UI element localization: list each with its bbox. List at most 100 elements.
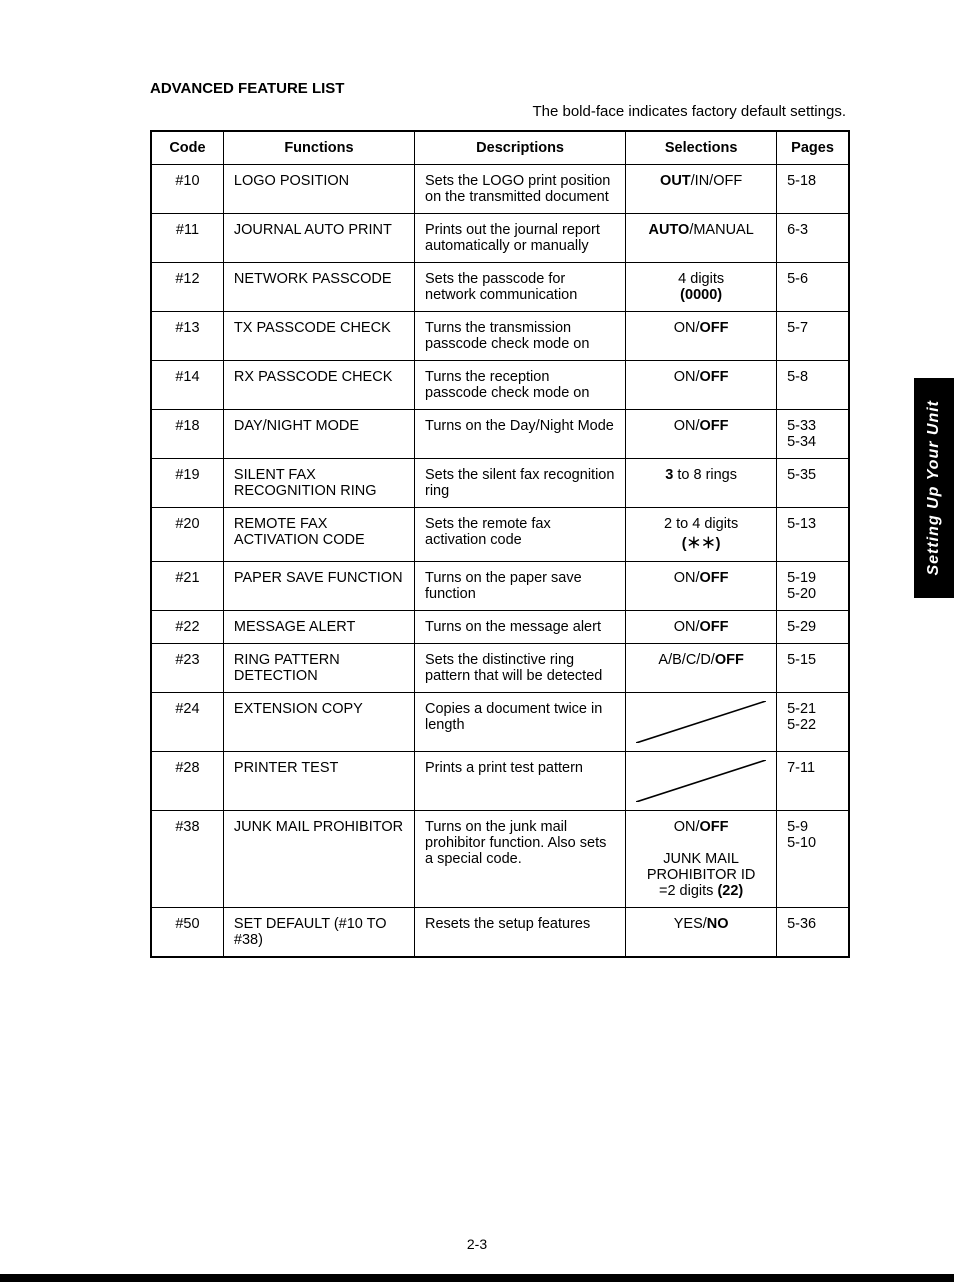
cell-description: Resets the setup features [415,908,626,958]
cell-code: #23 [151,644,223,693]
table-row: #12NETWORK PASSCODESets the passcode for… [151,263,849,312]
table-row: #18DAY/NIGHT MODETurns on the Day/Night … [151,410,849,459]
cell-function: NETWORK PASSCODE [223,263,414,312]
cell-code: #38 [151,811,223,908]
cell-selection [626,752,777,811]
cell-description: Sets the LOGO print position on the tran… [415,165,626,214]
cell-function: TX PASSCODE CHECK [223,312,414,361]
cell-function: JUNK MAIL PROHIBITOR [223,811,414,908]
cell-function: DAY/NIGHT MODE [223,410,414,459]
cell-function: SILENT FAX RECOGNITION RING [223,459,414,508]
table-row: #19SILENT FAX RECOGNITION RINGSets the s… [151,459,849,508]
cell-description: Prints out the journal report automatica… [415,214,626,263]
table-body: #10LOGO POSITIONSets the LOGO print posi… [151,165,849,958]
cell-selection: YES/NO [626,908,777,958]
cell-selection: ON/OFF [626,361,777,410]
cell-selection [626,693,777,752]
cell-function: RING PATTERN DETECTION [223,644,414,693]
cell-selection: AUTO/MANUAL [626,214,777,263]
table-row: #24EXTENSION COPYCopies a document twice… [151,693,849,752]
cell-function: PRINTER TEST [223,752,414,811]
side-tab-label: Setting Up Your Unit [925,400,943,576]
cell-code: #10 [151,165,223,214]
cell-pages: 6-3 [777,214,849,263]
cell-function: REMOTE FAX ACTIVATION CODE [223,508,414,562]
table-row: #20REMOTE FAX ACTIVATION CODESets the re… [151,508,849,562]
cell-code: #12 [151,263,223,312]
cell-description: Copies a document twice in length [415,693,626,752]
cell-code: #24 [151,693,223,752]
cell-pages: 5-7 [777,312,849,361]
cell-pages: 5-18 [777,165,849,214]
cell-function: RX PASSCODE CHECK [223,361,414,410]
cell-selection: 2 to 4 digits(＊＊) [626,508,777,562]
page: ADVANCED FEATURE LIST The bold-face indi… [0,0,954,1282]
cell-description: Turns the transmission passcode check mo… [415,312,626,361]
cell-description: Sets the distinctive ring pattern that w… [415,644,626,693]
cell-pages: 5-29 [777,611,849,644]
table-row: #21PAPER SAVE FUNCTIONTurns on the paper… [151,562,849,611]
header-selections: Selections [626,131,777,165]
table-header: Code Functions Descriptions Selections P… [151,131,849,165]
cell-pages: 5-195-20 [777,562,849,611]
cell-pages: 5-15 [777,644,849,693]
cell-function: LOGO POSITION [223,165,414,214]
header-code: Code [151,131,223,165]
cell-description: Sets the remote fax activation code [415,508,626,562]
table-row: #11JOURNAL AUTO PRINTPrints out the jour… [151,214,849,263]
table-row: #38JUNK MAIL PROHIBITORTurns on the junk… [151,811,849,908]
feature-table: Code Functions Descriptions Selections P… [150,130,850,958]
cell-pages: 5-8 [777,361,849,410]
cell-description: Turns on the junk mail prohibitor functi… [415,811,626,908]
cell-function: SET DEFAULT (#10 TO #38) [223,908,414,958]
cell-selection: ON/OFF [626,312,777,361]
cell-code: #14 [151,361,223,410]
cell-description: Turns on the Day/Night Mode [415,410,626,459]
table-row: #13TX PASSCODE CHECKTurns the transmissi… [151,312,849,361]
cell-description: Prints a print test pattern [415,752,626,811]
cell-pages: 5-215-22 [777,693,849,752]
cell-selection: ON/OFFJUNK MAIL PROHIBITOR ID=2 digits (… [626,811,777,908]
cell-selection: 4 digits(0000) [626,263,777,312]
table-row: #14RX PASSCODE CHECKTurns the reception … [151,361,849,410]
cell-description: Turns on the message alert [415,611,626,644]
cell-function: PAPER SAVE FUNCTION [223,562,414,611]
side-tab: Setting Up Your Unit [914,378,954,598]
cell-pages: 5-36 [777,908,849,958]
cell-selection: ON/OFF [626,410,777,459]
table-row: #50SET DEFAULT (#10 TO #38)Resets the se… [151,908,849,958]
cell-pages: 5-35 [777,459,849,508]
cell-pages: 5-335-34 [777,410,849,459]
cell-code: #13 [151,312,223,361]
content-area: ADVANCED FEATURE LIST The bold-face indi… [150,80,850,958]
page-title: ADVANCED FEATURE LIST [150,80,850,97]
cell-pages: 5-95-10 [777,811,849,908]
cell-code: #50 [151,908,223,958]
cell-code: #18 [151,410,223,459]
table-row: #22MESSAGE ALERTTurns on the message ale… [151,611,849,644]
header-descriptions: Descriptions [415,131,626,165]
cell-selection: ON/OFF [626,611,777,644]
table-row: #10LOGO POSITIONSets the LOGO print posi… [151,165,849,214]
cell-code: #21 [151,562,223,611]
page-subtitle: The bold-face indicates factory default … [150,103,850,120]
cell-function: JOURNAL AUTO PRINT [223,214,414,263]
cell-description: Turns on the paper save function [415,562,626,611]
cell-function: MESSAGE ALERT [223,611,414,644]
cell-selection: ON/OFF [626,562,777,611]
cell-function: EXTENSION COPY [223,693,414,752]
cell-code: #22 [151,611,223,644]
cell-code: #20 [151,508,223,562]
cell-pages: 5-6 [777,263,849,312]
cell-pages: 5-13 [777,508,849,562]
cell-pages: 7-11 [777,752,849,811]
cell-description: Turns the reception passcode check mode … [415,361,626,410]
header-pages: Pages [777,131,849,165]
cell-code: #11 [151,214,223,263]
table-row: #23RING PATTERN DETECTIONSets the distin… [151,644,849,693]
cell-selection: A/B/C/D/OFF [626,644,777,693]
cell-selection: OUT/IN/OFF [626,165,777,214]
cell-selection: 3 to 8 rings [626,459,777,508]
cell-description: Sets the silent fax recognition ring [415,459,626,508]
cell-code: #28 [151,752,223,811]
